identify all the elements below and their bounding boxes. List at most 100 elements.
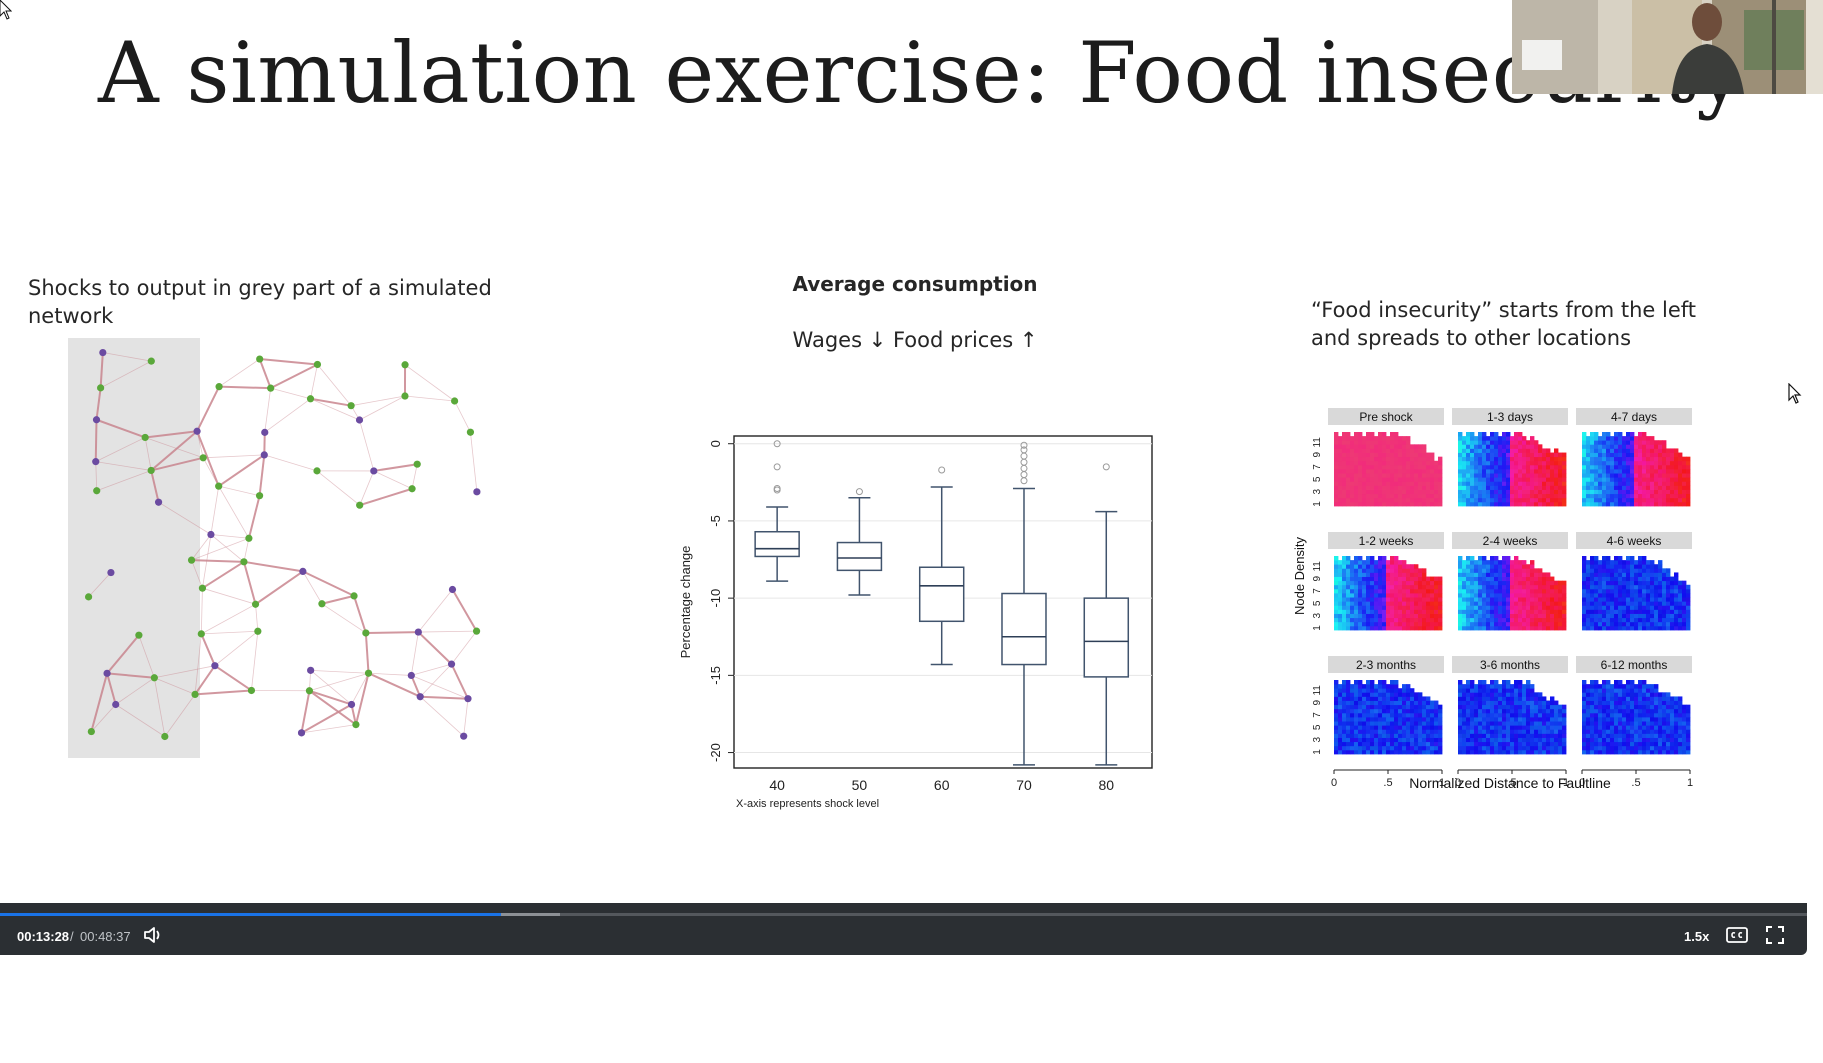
heat-cell	[1482, 692, 1487, 697]
heat-cell	[1622, 440, 1627, 445]
heat-cell	[1606, 473, 1611, 478]
heat-cell	[1430, 621, 1435, 627]
heat-cell	[1638, 613, 1643, 619]
heat-cell	[1526, 456, 1531, 462]
heat-cell	[1542, 717, 1547, 722]
heat-cell	[1538, 584, 1543, 590]
network-node	[352, 721, 360, 729]
heat-cell	[1626, 456, 1631, 462]
heat-cell	[1594, 584, 1599, 590]
network-edge	[419, 663, 452, 697]
heat-cell	[1602, 712, 1607, 718]
heat-cell	[1514, 448, 1519, 453]
network-node	[407, 671, 415, 680]
heat-cell	[1422, 473, 1427, 478]
heat-cell	[1650, 617, 1655, 623]
heat-cell	[1530, 704, 1535, 710]
heat-cell	[1514, 440, 1519, 445]
network-edge	[418, 589, 453, 633]
heat-cell	[1546, 460, 1551, 466]
heat-cell	[1606, 621, 1611, 627]
heat-cell	[1646, 609, 1651, 614]
heat-cell	[1606, 605, 1611, 610]
heat-cell	[1526, 700, 1531, 706]
heat-cell	[1650, 485, 1655, 490]
heat-cell	[1602, 605, 1607, 610]
heat-cell	[1470, 560, 1475, 565]
heat-cell	[1666, 708, 1671, 714]
heat-cell	[1526, 448, 1531, 453]
heat-cell	[1358, 605, 1363, 610]
heat-cell	[1582, 680, 1587, 685]
heat-cell	[1498, 733, 1503, 738]
heat-cell	[1482, 621, 1487, 627]
heat-cell	[1670, 469, 1675, 474]
network-edge	[153, 677, 166, 737]
heat-cell	[1682, 613, 1687, 619]
heat-cell	[1430, 721, 1435, 726]
heat-cell	[1438, 473, 1443, 478]
heat-cell	[1402, 737, 1407, 743]
heat-cell	[1682, 593, 1687, 598]
heat-cell	[1418, 741, 1423, 747]
heat-cell	[1590, 473, 1595, 478]
playback-speed[interactable]: 1.5x	[1684, 929, 1710, 944]
heat-cell	[1514, 613, 1519, 619]
heat-cell	[1370, 609, 1375, 614]
heat-cell	[1422, 749, 1427, 755]
heat-cell	[1346, 741, 1351, 747]
heat-cell	[1654, 708, 1659, 714]
heat-cell	[1502, 721, 1507, 726]
heat-cell	[1606, 684, 1611, 689]
heat-cell	[1418, 580, 1423, 586]
heat-cell	[1342, 688, 1347, 693]
heat-cell	[1366, 725, 1371, 730]
heat-cell	[1630, 485, 1635, 490]
heat-cell	[1338, 489, 1343, 495]
heat-cell	[1334, 576, 1339, 582]
heat-cell	[1522, 729, 1527, 734]
heat-cell	[1654, 464, 1659, 470]
heat-cell	[1502, 481, 1507, 486]
y-tick-label: -10	[708, 589, 723, 608]
heat-cell	[1642, 708, 1647, 714]
heat-cell	[1422, 593, 1427, 598]
heat-cell	[1606, 469, 1611, 474]
heat-cell	[1382, 481, 1387, 486]
progress-bar[interactable]	[0, 913, 1807, 916]
heat-cell	[1542, 605, 1547, 610]
heat-cell	[1558, 609, 1563, 614]
heat-cell	[1586, 737, 1591, 743]
fullscreen-icon[interactable]	[1762, 922, 1788, 948]
heat-cell	[1610, 700, 1615, 706]
heat-cell	[1394, 597, 1399, 602]
heat-cell	[1590, 725, 1595, 730]
heat-cell	[1606, 452, 1611, 458]
volume-icon[interactable]	[140, 922, 166, 948]
heat-cell	[1350, 580, 1355, 586]
closed-captions-icon[interactable]	[1724, 922, 1750, 948]
heat-cell	[1530, 580, 1535, 586]
heat-cell	[1590, 440, 1595, 445]
heat-cell	[1510, 613, 1515, 619]
heat-cell	[1582, 741, 1587, 747]
heat-cell	[1338, 501, 1343, 507]
heat-cell	[1590, 621, 1595, 627]
heat-cell	[1614, 741, 1619, 747]
heat-cell	[1682, 477, 1687, 482]
heat-cell	[1362, 460, 1367, 466]
heat-cell	[1622, 729, 1627, 734]
heat-cell	[1526, 712, 1531, 718]
heat-cell	[1662, 745, 1667, 751]
heat-cell	[1666, 696, 1671, 701]
heat-cell	[1662, 721, 1667, 726]
heat-cell	[1522, 692, 1527, 697]
heat-cell	[1598, 464, 1603, 470]
heat-cell	[1590, 485, 1595, 490]
heat-cell	[1606, 737, 1611, 743]
heat-cell	[1598, 489, 1603, 495]
network-edge	[359, 419, 375, 472]
heat-cell	[1634, 749, 1639, 755]
heat-cell	[1582, 489, 1587, 495]
heat-cell	[1642, 489, 1647, 495]
